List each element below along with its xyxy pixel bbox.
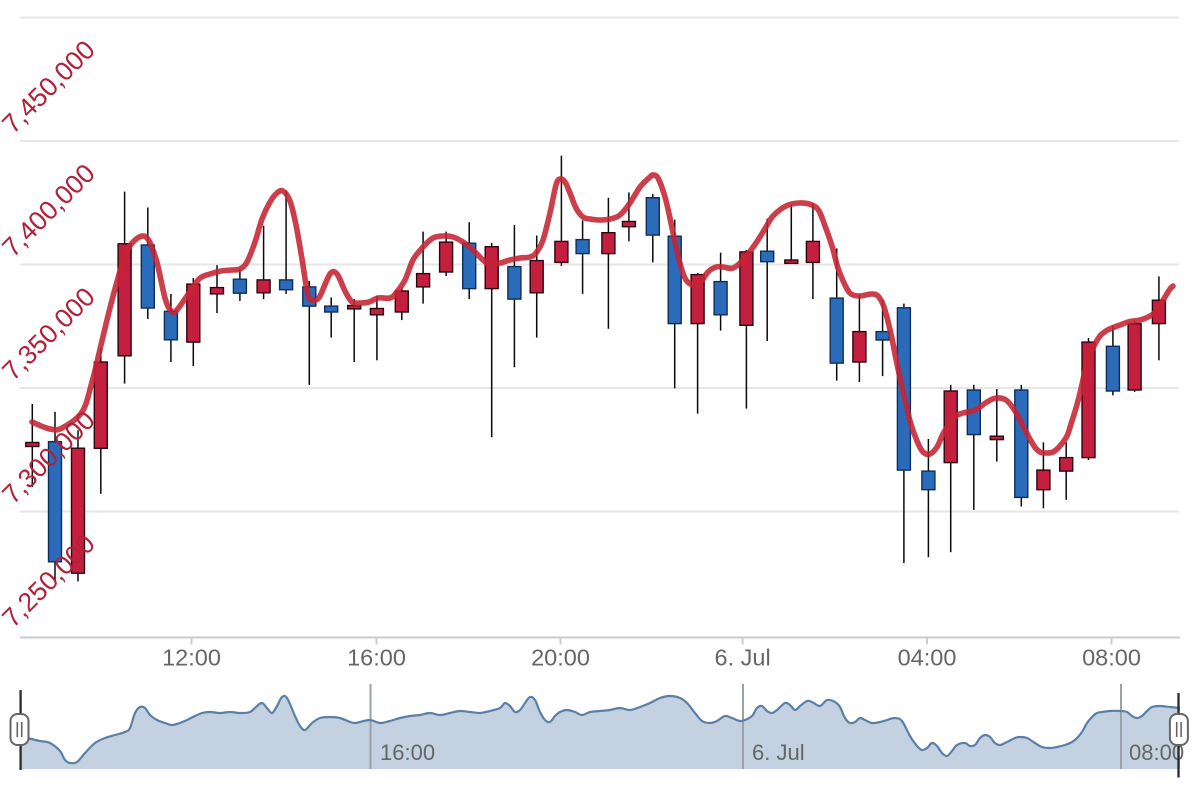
svg-text:04:00: 04:00 [898, 645, 957, 671]
svg-text:20:00: 20:00 [531, 645, 590, 671]
svg-text:12:00: 12:00 [162, 645, 221, 671]
svg-text:16:00: 16:00 [380, 740, 435, 765]
svg-text:6. Jul: 6. Jul [752, 740, 805, 765]
svg-text:16:00: 16:00 [347, 645, 406, 671]
svg-text:08:00: 08:00 [1082, 645, 1141, 671]
svg-text:6. Jul: 6. Jul [715, 645, 771, 671]
